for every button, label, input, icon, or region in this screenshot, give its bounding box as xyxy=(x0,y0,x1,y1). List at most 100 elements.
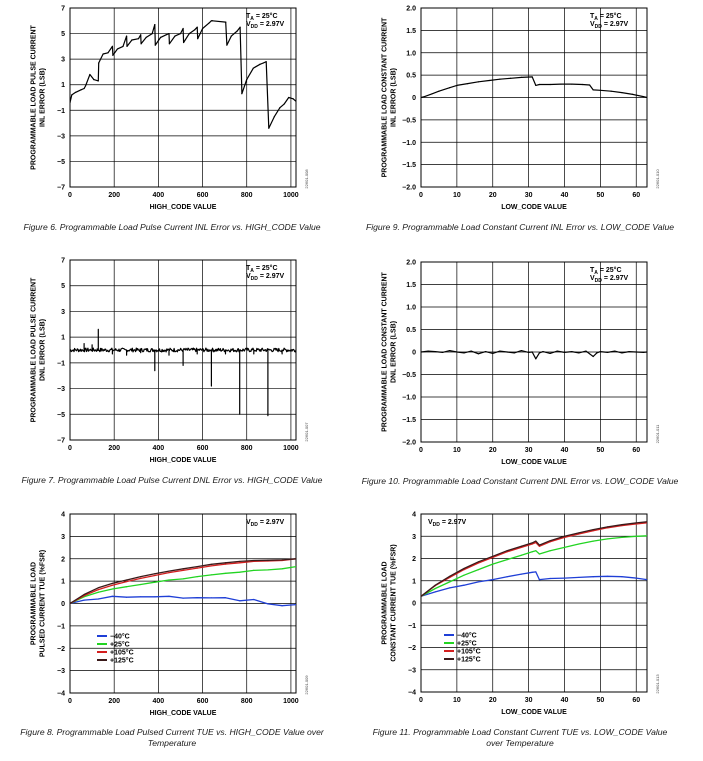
data-point xyxy=(538,83,540,86)
y-tick-label: −0.5 xyxy=(402,117,416,124)
figure-caption: Temperature xyxy=(148,738,197,748)
data-point xyxy=(538,545,540,547)
figure-id: 22601-011 xyxy=(655,424,660,444)
data-point xyxy=(265,61,267,63)
condition-label: TA = 25°C xyxy=(590,12,622,22)
data-point xyxy=(168,570,170,572)
y-tick-label: 1.5 xyxy=(406,28,416,35)
y-axis-label: DNL ERROR (LSB) xyxy=(40,319,47,381)
data-point xyxy=(563,546,566,548)
x-tick-label: 800 xyxy=(241,698,253,705)
y-tick-label: −7 xyxy=(57,185,65,192)
data-point xyxy=(488,79,490,82)
data-point xyxy=(506,351,508,353)
y-axis-label: PULSED CURRENT TUE (%FSR) xyxy=(40,550,47,657)
data-point xyxy=(538,579,540,581)
y-tick-label: −4 xyxy=(57,691,65,698)
y-tick-label: −1 xyxy=(57,108,65,115)
data-point xyxy=(427,350,429,352)
data-point xyxy=(239,560,241,563)
x-tick-label: 600 xyxy=(197,445,209,452)
data-point xyxy=(179,32,182,35)
data-point xyxy=(563,351,566,354)
series-group xyxy=(70,20,296,129)
data-point xyxy=(492,579,494,581)
x-axis-label: LOW_CODE VALUE xyxy=(501,459,567,466)
series-line-1 xyxy=(421,76,647,99)
data-point xyxy=(126,45,128,47)
figure-id: 22601-009 xyxy=(304,675,309,695)
data-point xyxy=(635,523,637,525)
data-point xyxy=(174,35,176,37)
data-point xyxy=(268,127,270,129)
x-tick-label: 0 xyxy=(419,697,423,704)
condition-label: VDD = 2.97V xyxy=(590,21,629,30)
data-point xyxy=(182,568,184,570)
data-point xyxy=(295,100,296,102)
x-tick-label: 800 xyxy=(241,192,253,199)
data-point xyxy=(140,576,142,578)
data-point xyxy=(210,597,212,599)
data-point xyxy=(484,350,487,353)
series-line-4 xyxy=(421,521,647,597)
data-point xyxy=(154,44,156,46)
x-tick-label: 600 xyxy=(197,698,209,705)
data-point xyxy=(292,98,294,100)
chart-5: 0 200 400 600 800 1000 4 3 2 1 0 −1 −2 −3 −4 HIGH_CODE … xyxy=(20,512,325,749)
y-tick-label: −2.0 xyxy=(402,440,416,447)
data-point xyxy=(646,351,647,353)
data-point xyxy=(506,576,508,578)
y-tick-label: 5 xyxy=(61,31,65,38)
data-point xyxy=(125,596,128,598)
data-point xyxy=(535,571,537,573)
x-tick-label: 1000 xyxy=(283,698,299,705)
data-point xyxy=(201,27,204,30)
data-point xyxy=(182,41,185,44)
data-point xyxy=(140,583,142,586)
x-tick-label: 400 xyxy=(153,192,165,199)
data-point xyxy=(226,44,228,46)
data-point xyxy=(224,597,227,599)
data-point xyxy=(208,22,210,24)
data-point xyxy=(535,540,537,542)
data-point xyxy=(506,550,508,552)
data-point xyxy=(621,536,623,538)
y-tick-label: 5 xyxy=(61,283,65,290)
y-tick-label: 0 xyxy=(61,601,65,608)
data-point xyxy=(571,83,573,85)
legend-label: +105°C xyxy=(457,648,481,656)
data-point xyxy=(499,78,501,80)
data-point xyxy=(520,573,523,575)
data-point xyxy=(230,35,232,37)
y-tick-label: 1 xyxy=(61,579,65,586)
data-point xyxy=(510,77,512,79)
data-point xyxy=(281,559,283,561)
data-point xyxy=(520,76,523,78)
data-point xyxy=(592,540,594,542)
x-tick-label: 10 xyxy=(453,447,461,454)
x-tick-label: 40 xyxy=(561,697,569,704)
data-point xyxy=(224,563,227,565)
data-point xyxy=(188,32,190,35)
x-axis-label: HIGH_CODE VALUE xyxy=(150,204,217,211)
data-point xyxy=(563,577,566,579)
figure-caption: Figure 7. Programmable Load Pulse Curren… xyxy=(22,475,323,485)
data-point xyxy=(194,29,196,31)
data-point xyxy=(239,600,241,602)
x-tick-label: 50 xyxy=(596,697,604,704)
data-point xyxy=(549,83,551,86)
x-tick-label: 400 xyxy=(153,445,165,452)
y-tick-label: −1 xyxy=(57,360,65,367)
y-tick-label: −2 xyxy=(408,645,416,652)
data-point xyxy=(585,350,587,352)
data-point xyxy=(592,530,594,532)
data-point xyxy=(196,26,198,28)
y-axis-label: PROGRAMMABLE LOAD xyxy=(382,561,389,644)
y-tick-label: −4 xyxy=(408,690,416,697)
data-point xyxy=(621,91,623,94)
data-point xyxy=(438,90,440,92)
data-point xyxy=(578,532,580,534)
x-axis-label: LOW_CODE VALUE xyxy=(501,204,567,211)
data-point xyxy=(434,350,436,353)
x-tick-label: 20 xyxy=(489,447,497,454)
